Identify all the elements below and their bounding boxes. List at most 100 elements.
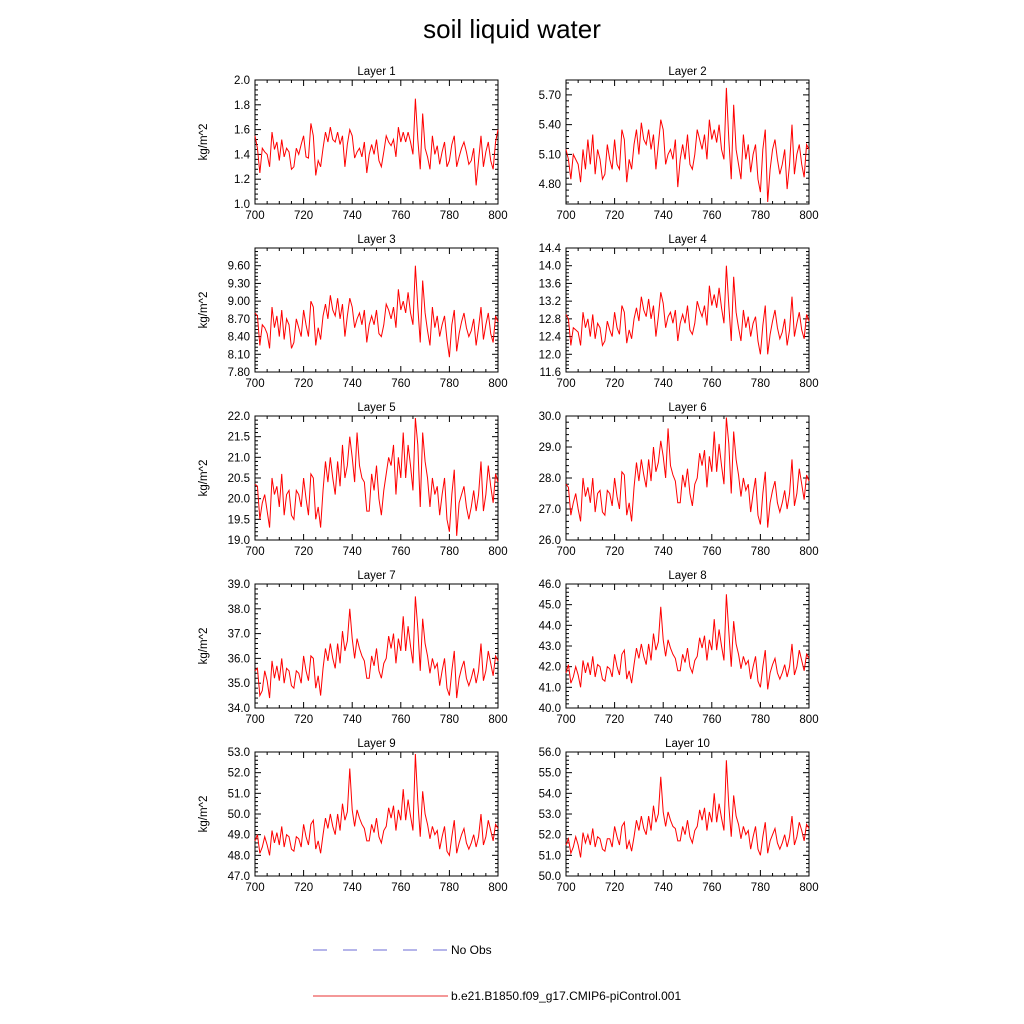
- x-tick-label: 800: [488, 378, 507, 390]
- x-tick-label: 780: [440, 210, 459, 222]
- y-tick-label: 12.8: [539, 314, 561, 326]
- x-tick-label: 740: [654, 714, 673, 726]
- y-tick-label: 29.0: [539, 442, 561, 454]
- y-axis-label: kg/m^2: [198, 460, 210, 497]
- plot-frame: [254, 415, 499, 541]
- x-tick-label: 780: [751, 714, 770, 726]
- panel-layer-2: Layer 2 700 720 740 760 780 800 4.80 5.10 5.40 5.7…: [539, 66, 819, 222]
- series-line: [254, 265, 499, 358]
- panel-layer-6: Layer 6 700 720 740 760 780 800 26.0 27.0 28.0 29.…: [539, 402, 819, 558]
- y-tick-label: 1.2: [234, 174, 250, 186]
- y-axis-label: kg/m^2: [198, 796, 210, 833]
- panel-layer-9: Layer 9 kg/m^2 700 720 740 760 780 800 47.0 48.0 4…: [198, 738, 508, 894]
- y-tick-label: 4.80: [539, 179, 561, 191]
- y-tick-label: 27.0: [539, 504, 561, 516]
- x-tick-label: 800: [799, 546, 818, 558]
- x-tick-label: 800: [799, 378, 818, 390]
- panel-title: Layer 2: [668, 66, 706, 78]
- x-tick-label: 800: [799, 714, 818, 726]
- y-tick-label: 44.0: [539, 620, 561, 632]
- x-tick-label: 740: [654, 378, 673, 390]
- x-tick-label: 800: [488, 882, 507, 894]
- panel-title: Layer 9: [357, 738, 395, 750]
- y-tick-label: 1.4: [234, 149, 251, 161]
- x-tick-label: 740: [654, 210, 673, 222]
- panel-title: Layer 3: [357, 234, 395, 246]
- y-tick-label: 51.0: [539, 850, 561, 862]
- panel-title: Layer 7: [357, 570, 395, 582]
- x-tick-label: 720: [605, 882, 624, 894]
- x-tick-label: 740: [654, 546, 673, 558]
- y-axis-label: kg/m^2: [198, 292, 210, 329]
- x-tick-label: 720: [605, 210, 624, 222]
- x-tick-label: 700: [556, 378, 575, 390]
- panel-layer-8: Layer 8 700 720 740 760 780 800 40.0 41.0 42.0 43.…: [539, 570, 819, 726]
- x-tick-label: 800: [488, 546, 507, 558]
- plot-frame: [565, 751, 810, 877]
- x-tick-label: 740: [343, 882, 362, 894]
- y-tick-label: 9.00: [228, 296, 250, 308]
- y-tick-label: 53.0: [228, 747, 250, 759]
- series-line: [565, 760, 810, 858]
- x-tick-label: 760: [391, 378, 410, 390]
- x-tick-label: 700: [245, 546, 264, 558]
- series-line: [254, 98, 499, 186]
- panel-layer-3: Layer 3 kg/m^2 700 720 740 760 780 800 7.80 8.10 8…: [198, 234, 508, 390]
- series-line: [565, 87, 810, 203]
- y-tick-label: 14.4: [539, 243, 562, 255]
- x-tick-label: 740: [654, 882, 673, 894]
- x-tick-label: 720: [294, 882, 313, 894]
- y-tick-label: 13.6: [539, 278, 561, 290]
- y-tick-label: 1.0: [234, 199, 250, 211]
- x-tick-label: 800: [799, 210, 818, 222]
- y-tick-label: 51.0: [228, 788, 250, 800]
- y-tick-label: 5.40: [539, 120, 561, 132]
- legend-item: b.e21.B1850.f09_g17.CMIP6-piControl.001: [313, 989, 681, 1003]
- y-tick-label: 1.6: [234, 125, 250, 137]
- x-tick-label: 720: [605, 714, 624, 726]
- series-line: [565, 417, 810, 528]
- x-tick-label: 760: [702, 210, 721, 222]
- y-tick-label: 45.0: [539, 600, 561, 612]
- y-tick-label: 5.70: [539, 90, 561, 102]
- series-line: [254, 418, 499, 536]
- panel-layer-5: Layer 5 kg/m^2 700 720 740 760 780 800 19.0 19.5 2…: [198, 402, 508, 558]
- legend-label: b.e21.B1850.f09_g17.CMIP6-piControl.001: [451, 989, 681, 1003]
- x-tick-label: 720: [294, 378, 313, 390]
- x-tick-label: 700: [245, 714, 264, 726]
- y-axis-label: kg/m^2: [198, 628, 210, 665]
- y-tick-label: 28.0: [539, 473, 561, 485]
- series-line: [254, 754, 499, 857]
- y-tick-label: 39.0: [228, 579, 250, 591]
- y-tick-label: 19.5: [228, 514, 250, 526]
- x-tick-label: 700: [556, 210, 575, 222]
- y-tick-label: 8.10: [228, 349, 250, 361]
- x-tick-label: 700: [245, 378, 264, 390]
- panel-title: Layer 5: [357, 402, 395, 414]
- x-tick-label: 760: [702, 882, 721, 894]
- y-tick-label: 13.2: [539, 296, 561, 308]
- x-tick-label: 740: [343, 210, 362, 222]
- y-tick-label: 21.5: [228, 432, 250, 444]
- x-tick-label: 700: [245, 882, 264, 894]
- panel-layer-4: Layer 4 700 720 740 760 780 800 11.6 12.0 12.4 12.…: [539, 234, 819, 390]
- x-tick-label: 780: [440, 714, 459, 726]
- x-tick-label: 760: [391, 882, 410, 894]
- panel-title: Layer 1: [357, 66, 395, 78]
- y-tick-label: 14.0: [539, 261, 561, 273]
- x-tick-label: 780: [751, 378, 770, 390]
- y-tick-label: 30.0: [539, 411, 561, 423]
- legend: No Obs b.e21.B1850.f09_g17.CMIP6-piContro…: [313, 943, 681, 1003]
- y-axis-label: kg/m^2: [198, 124, 210, 161]
- x-tick-label: 720: [605, 378, 624, 390]
- legend-item: No Obs: [313, 943, 492, 957]
- y-tick-label: 49.0: [228, 830, 250, 842]
- y-tick-label: 52.0: [539, 830, 561, 842]
- y-tick-label: 48.0: [228, 850, 250, 862]
- y-tick-label: 20.0: [228, 494, 250, 506]
- x-tick-label: 700: [556, 882, 575, 894]
- x-tick-label: 720: [605, 546, 624, 558]
- x-tick-label: 800: [488, 714, 507, 726]
- y-tick-label: 8.40: [228, 332, 250, 344]
